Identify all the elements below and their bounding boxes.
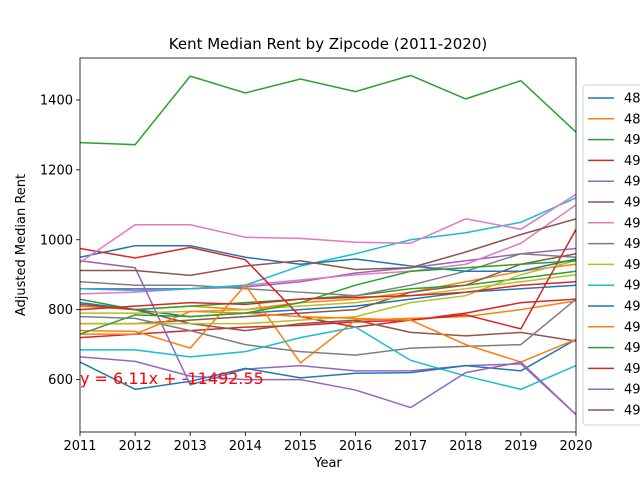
x-tick-label: 2014: [229, 439, 262, 454]
legend-entry-label: 49: [624, 300, 640, 315]
series-line: [80, 326, 576, 391]
series-line: [80, 283, 576, 364]
y-tick-label: 600: [48, 373, 73, 388]
legend-entry-label: 49: [624, 279, 640, 294]
series-line: [80, 218, 576, 277]
plot-frame: [79, 57, 577, 433]
legend-entry-label: 49: [624, 362, 640, 377]
regression-annotation: y = 6.11x + -11492.55: [80, 369, 264, 388]
background-series-line: [80, 253, 576, 325]
x-tick-label: 2017: [394, 439, 427, 454]
x-tick-label: 2012: [119, 439, 152, 454]
legend-entry-label: 49: [624, 258, 640, 273]
y-tick-label: 1200: [40, 163, 73, 178]
series-line: [80, 193, 576, 264]
x-axis-label: Year: [313, 456, 342, 471]
legend-entry-label: 49: [624, 404, 640, 419]
series-line: [80, 259, 576, 416]
x-tick-label: 2019: [504, 439, 537, 454]
y-tick-label: 800: [48, 303, 73, 318]
background-series-line: [80, 284, 576, 318]
series-line: [80, 298, 576, 356]
legend: 48 48 49 49 49 49 49 49 49 49 49 49 49 49 49 49: [582, 84, 640, 426]
series-line: [80, 338, 576, 391]
legend-entry-label: 49: [624, 216, 640, 231]
y-tick-label: 1000: [40, 233, 73, 248]
x-tick-label: 2015: [284, 439, 317, 454]
background-series-line: [80, 197, 576, 292]
legend-entry-label: 49: [624, 237, 640, 252]
x-tick-label: 2020: [559, 439, 592, 454]
legend-entry-label: 48: [624, 112, 640, 127]
chart-title: Kent Median Rent by Zipcode (2011-2020): [169, 35, 487, 53]
series-line: [80, 244, 576, 272]
x-tick-label: 2013: [174, 439, 207, 454]
series-line: [80, 356, 576, 416]
y-tick-label: 1400: [40, 93, 73, 108]
background-series-line: [80, 298, 576, 339]
legend-entry-label: 49: [624, 196, 640, 211]
legend-entry-label: 48: [624, 92, 640, 107]
legend-box: [582, 84, 640, 426]
x-tick-label: 2016: [339, 439, 372, 454]
series-line: [80, 303, 576, 342]
background-series-line: [80, 204, 576, 295]
y-axis-label: Adjusted Median Rent: [14, 174, 29, 316]
legend-entry-label: 49: [624, 133, 640, 148]
axes: 2011 2012 2013 2014 2015 2016 2017 2018 2019 2020…: [40, 57, 593, 454]
series-line: [80, 74, 576, 146]
x-tick-label: 2018: [449, 439, 482, 454]
background-series-line: [80, 270, 576, 311]
legend-entry-label: 49: [624, 175, 640, 190]
x-tick-label: 2011: [63, 439, 96, 454]
legend-entry-label: 49: [624, 383, 640, 398]
series-line: [80, 259, 576, 335]
legend-entry-label: 49: [624, 320, 640, 335]
legend-entry-label: 49: [624, 341, 640, 356]
legend-entry-label: 49: [624, 154, 640, 169]
series-line: [80, 260, 576, 325]
series-line: [80, 310, 576, 363]
series-line: [80, 280, 576, 311]
